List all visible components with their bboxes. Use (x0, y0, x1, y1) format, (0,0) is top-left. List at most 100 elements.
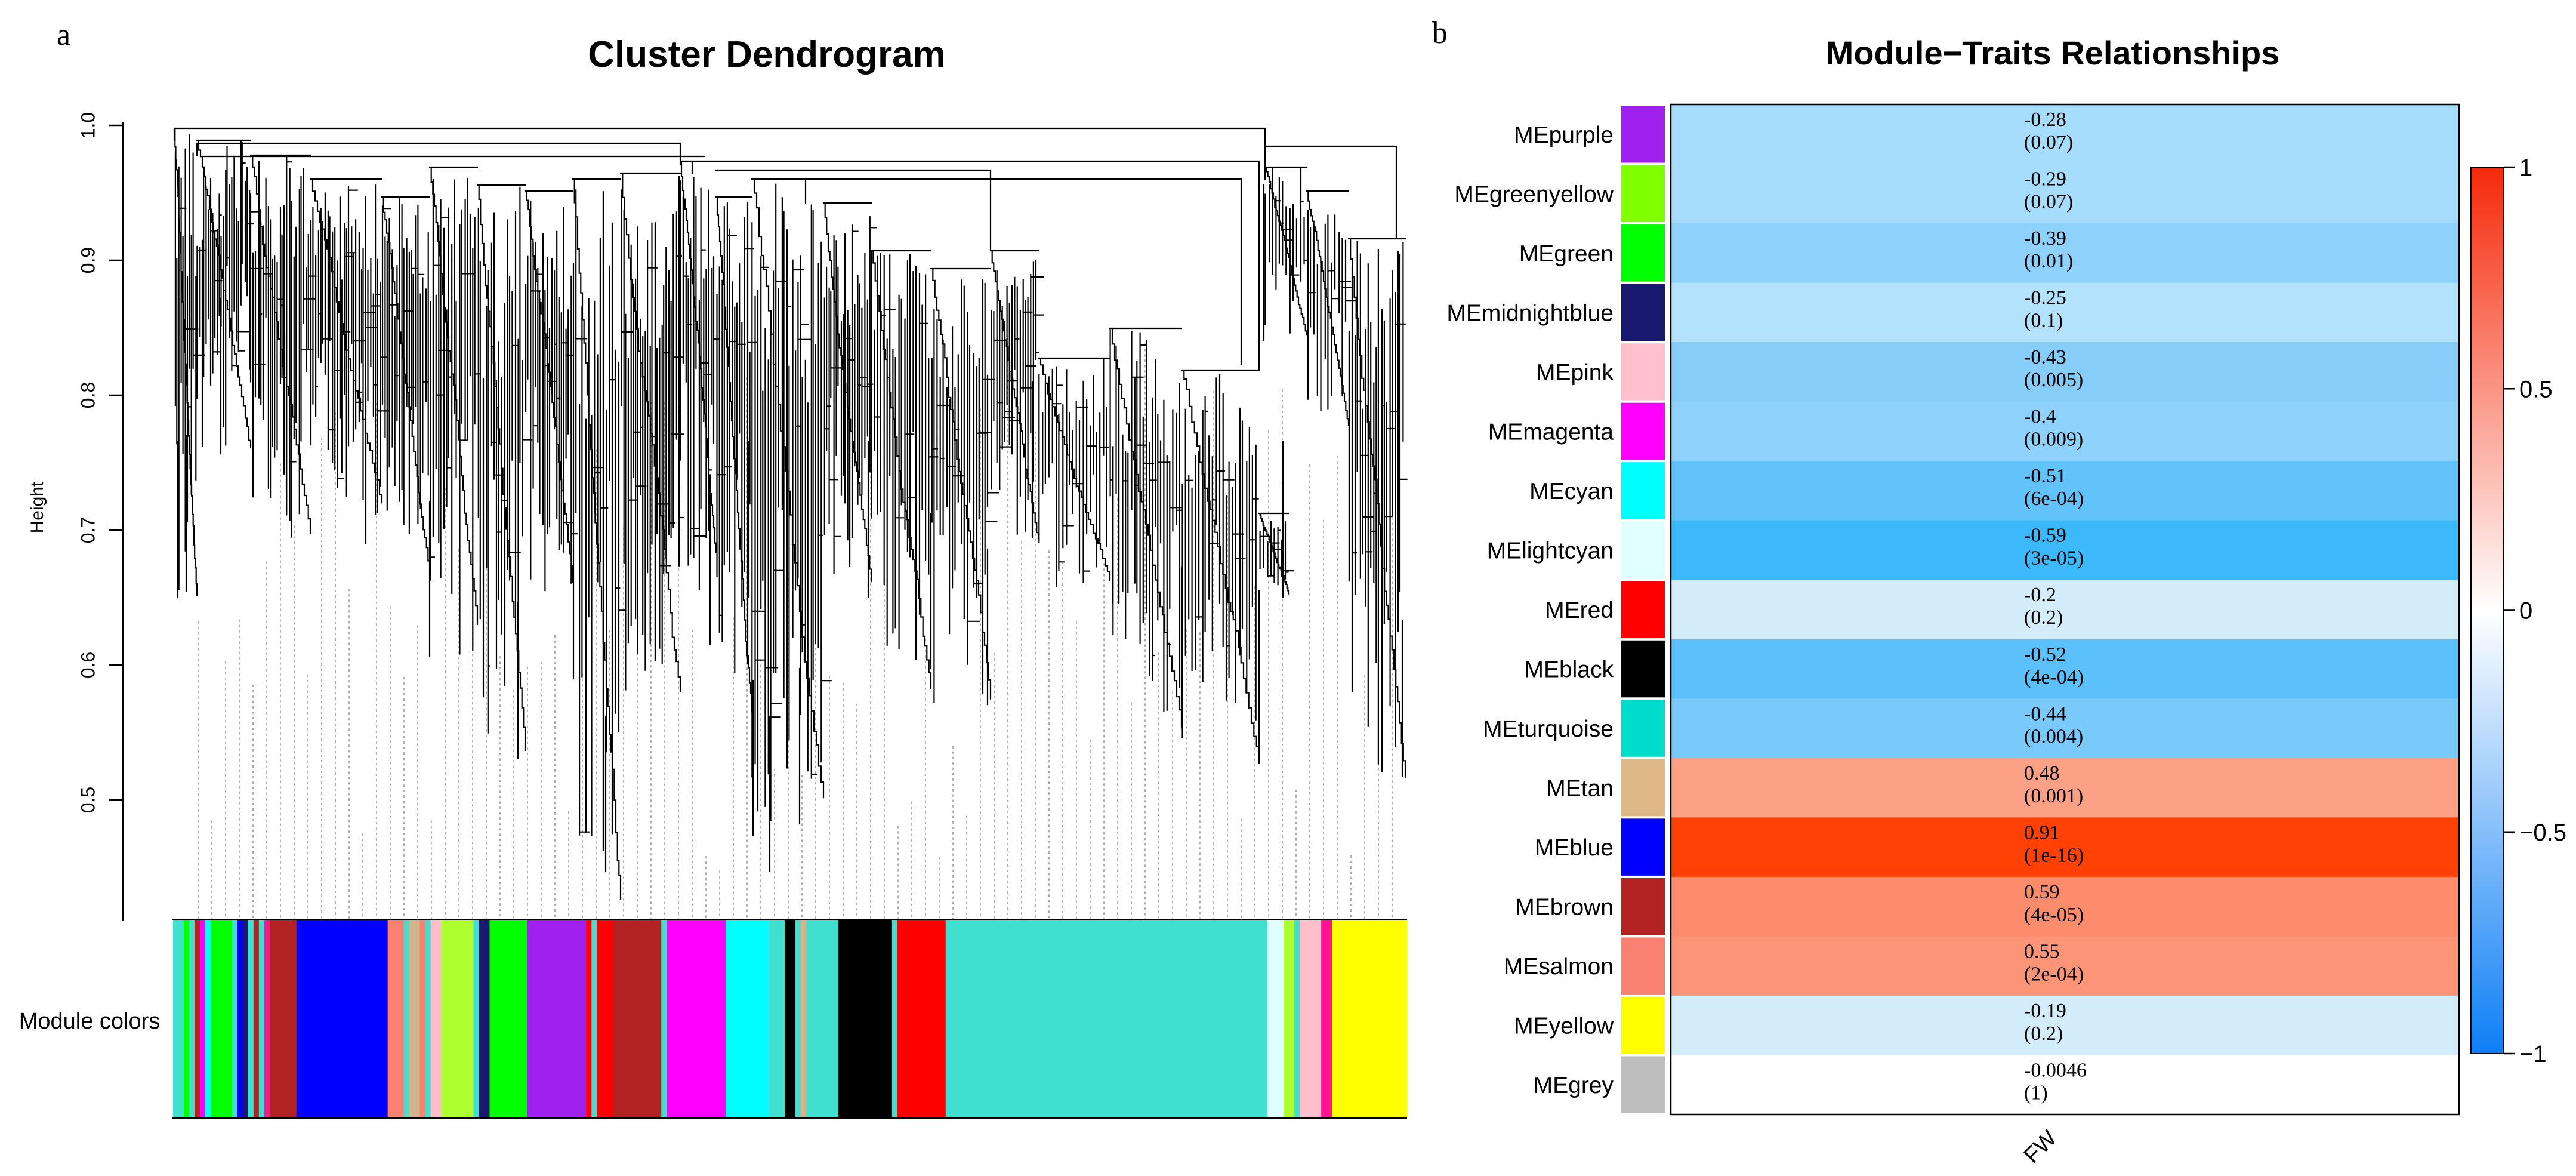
module-label: MEgrey (1534, 1073, 1614, 1098)
module-color-segment (897, 920, 946, 1117)
module-swatch (1621, 521, 1665, 579)
module-color-segment (248, 920, 254, 1117)
module-color-segment (891, 920, 898, 1117)
heatmap-cell (1671, 1055, 2459, 1115)
heatmap-row: MElightcyan -0.59(3e-05) (1487, 520, 2459, 580)
module-label: MEcyan (1529, 479, 1614, 504)
module-color-segment (430, 920, 442, 1117)
module-label: MEyellow (1514, 1014, 1614, 1039)
correlation-value: -0.0046 (2024, 1059, 2087, 1081)
heatmap-cell (1671, 164, 2459, 224)
heatmap-row: MEmagenta -0.4(0.009) (1488, 401, 2459, 461)
y-tick-label: 1.0 (77, 112, 98, 138)
module-color-segment (1321, 920, 1332, 1117)
heatmap-cell (1671, 401, 2459, 461)
p-value: (2e-04) (2024, 963, 2084, 985)
heatmap-cell (1671, 282, 2459, 343)
module-color-segment (800, 920, 807, 1117)
legend-tick-label: −1 (2519, 1041, 2547, 1067)
correlation-value: -0.43 (2024, 346, 2066, 368)
heatmap-cell (1671, 342, 2459, 402)
p-value: (1e-16) (2024, 844, 2084, 866)
module-color-segment (183, 920, 190, 1117)
color-legend-bar (2470, 167, 2504, 1054)
module-label: MEturquoise (1483, 716, 1614, 742)
dendrogram-y-axis: 0.5 0.6 0.7 0.8 0.9 1.0 (77, 112, 124, 921)
correlation-value: 0.55 (2024, 940, 2060, 962)
correlation-value: -0.28 (2024, 109, 2066, 131)
dendrogram-panel: a Cluster Dendrogram Height 0.5 0.6 0.7 0.8… (19, 18, 1408, 1119)
p-value: (4e-04) (2024, 666, 2084, 688)
legend-tick-label: −0.5 (2519, 820, 2566, 846)
correlation-value: -0.44 (2024, 703, 2066, 725)
heatmap-title: Module−Traits Relationships (1826, 34, 2280, 72)
p-value: (0.005) (2024, 369, 2083, 391)
heatmap-row: MEtan 0.48(0.001) (1546, 758, 2459, 818)
module-color-segment (403, 920, 410, 1117)
module-color-segment (1300, 920, 1322, 1117)
module-color-segment (425, 920, 431, 1117)
correlation-value: -0.19 (2024, 1000, 2066, 1022)
correlation-value: 0.91 (2024, 821, 2060, 843)
module-color-segment (199, 920, 206, 1117)
leaf-guide-lines (198, 337, 1393, 919)
heatmap-row: MEgreenyellow -0.29(0.07) (1454, 164, 2459, 224)
p-value: (6e-04) (2024, 488, 2084, 510)
module-swatch (1621, 700, 1665, 757)
heatmap-row: MEsalmon 0.55(2e-04) (1504, 936, 2459, 996)
heatmap-cell (1671, 995, 2459, 1055)
module-swatch (1621, 996, 1665, 1054)
heatmap-cell (1671, 223, 2459, 284)
legend-tick-label: 1 (2519, 155, 2532, 181)
p-value: (4e-05) (2024, 904, 2084, 926)
p-value: (0.2) (2024, 607, 2063, 629)
correlation-value: 0.59 (2024, 881, 2060, 903)
heatmap-cell (1671, 520, 2459, 580)
correlation-value: -0.51 (2024, 465, 2066, 487)
heatmap-row: MEmidnightblue -0.25(0.1) (1446, 282, 2459, 343)
correlation-value: -0.59 (2024, 525, 2066, 547)
module-color-segment (1267, 920, 1284, 1117)
heatmap-row: MEbrown 0.59(4e-05) (1515, 876, 2459, 937)
module-label: MEgreenyellow (1454, 181, 1614, 207)
module-swatch (1621, 581, 1665, 638)
module-color-segment (473, 920, 480, 1117)
correlation-value: -0.39 (2024, 227, 2066, 250)
module-color-segment (258, 920, 265, 1117)
module-color-segment (1294, 920, 1300, 1117)
module-swatch (1621, 759, 1665, 817)
heatmap-row: MEgrey -0.0046(1) (1534, 1055, 2459, 1115)
module-label: MEblack (1524, 657, 1614, 683)
dendrogram-ylabel: Height (27, 481, 47, 533)
color-legend-ticks: 1 0.5 0 −0.5 −1 (2504, 155, 2566, 1067)
heatmap-cell (1671, 639, 2459, 699)
module-trait-heatmap-panel: b Module−Traits Relationships MEpurple -0… (1432, 16, 2566, 1168)
module-color-segment (210, 920, 233, 1117)
module-color-segment (667, 920, 726, 1117)
heatmap-row: MEblack -0.52(4e-04) (1524, 639, 2459, 699)
module-color-segment (527, 920, 587, 1117)
heatmap-cell (1671, 936, 2459, 996)
module-color-segment (419, 920, 426, 1117)
module-color-bar (173, 920, 1408, 1117)
module-color-segment (597, 920, 613, 1117)
p-value: (0.1) (2024, 310, 2063, 332)
module-swatch (1621, 165, 1665, 223)
correlation-value: 0.48 (2024, 762, 2060, 784)
module-label: MEgreen (1519, 241, 1614, 267)
module-color-segment (479, 920, 490, 1117)
module-color-segment (232, 920, 238, 1117)
module-label: MEmagenta (1488, 419, 1614, 445)
p-value: (1) (2024, 1082, 2048, 1104)
module-swatch (1621, 402, 1665, 460)
heatmap-row: MEyellow -0.19(0.2) (1514, 995, 2459, 1055)
module-color-segment (785, 920, 796, 1117)
heatmap-cell (1671, 461, 2459, 521)
correlation-value: -0.4 (2024, 406, 2056, 428)
panel-a-letter: a (57, 18, 70, 52)
module-color-segment (489, 920, 528, 1117)
legend-tick-label: 0.5 (2519, 376, 2553, 402)
module-color-segment (1284, 920, 1295, 1117)
y-tick-label: 0.6 (77, 652, 98, 678)
